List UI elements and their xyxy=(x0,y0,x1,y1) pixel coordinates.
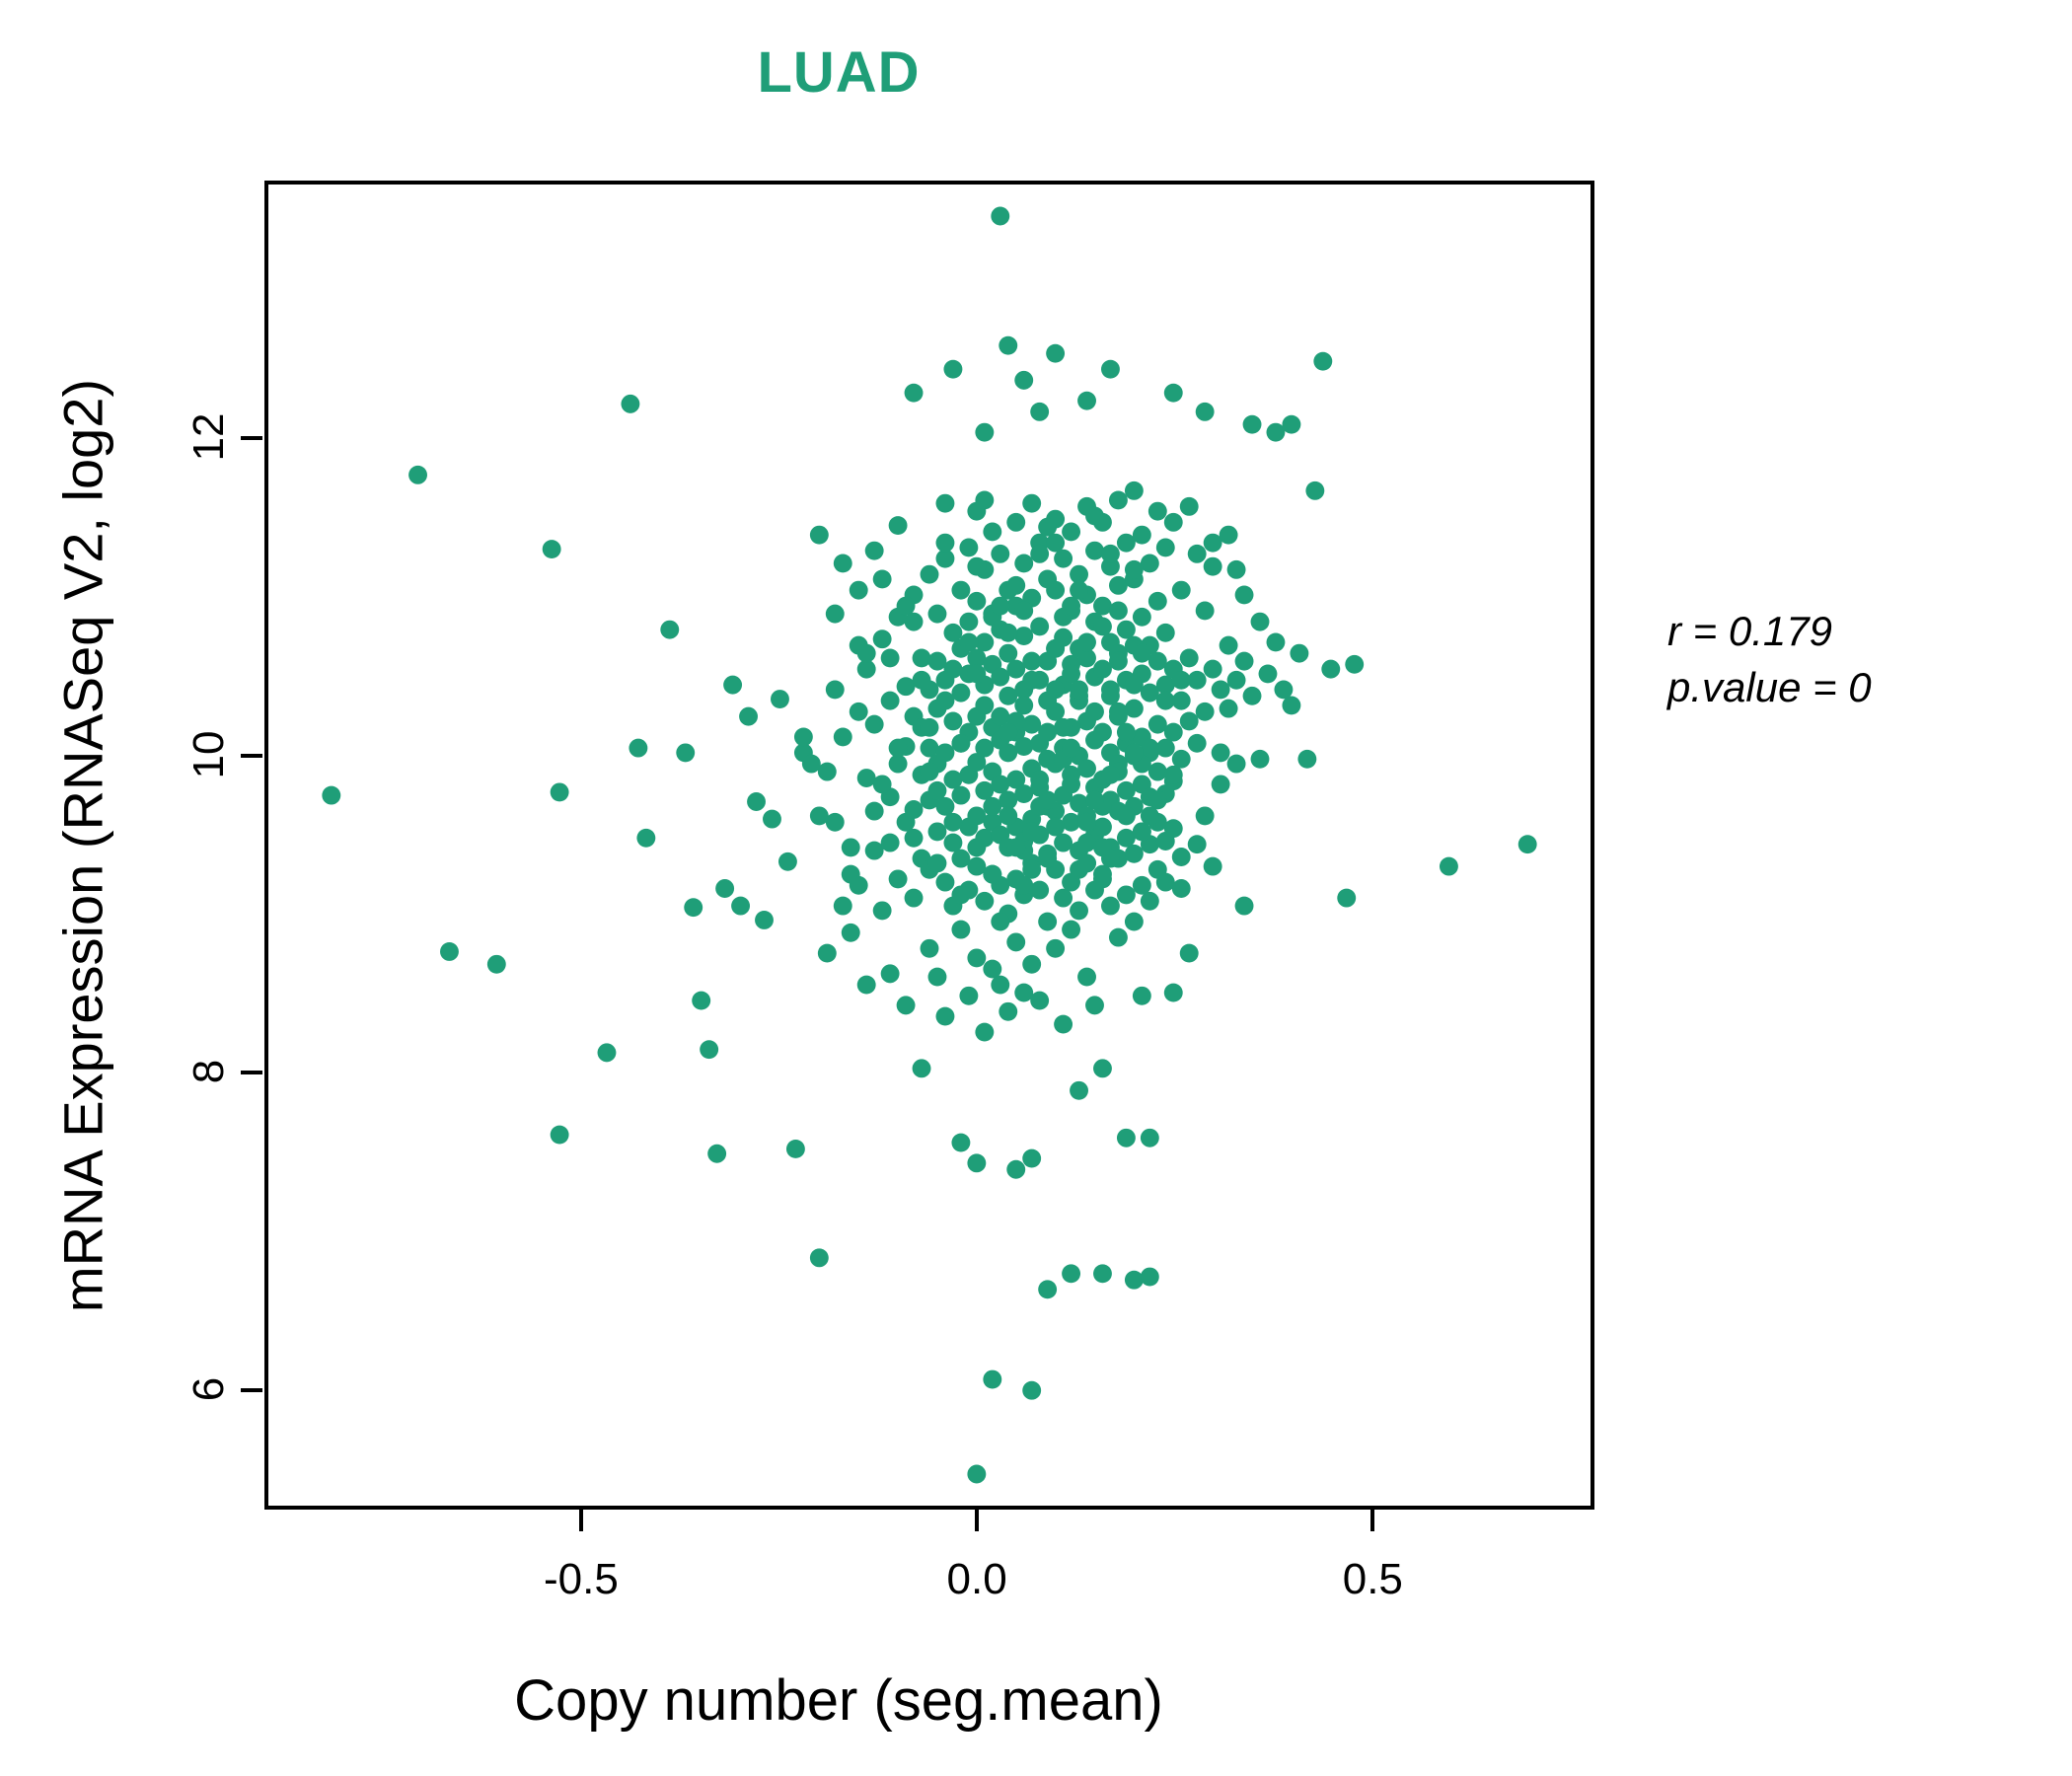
y-axis-label: mRNA Expression (RNASeq V2, log2) xyxy=(51,378,114,1312)
y-tick-mark xyxy=(241,435,262,440)
pvalue-text: p.value = 0 xyxy=(1667,663,1872,710)
plot-panel xyxy=(264,181,1594,1510)
x-tick-mark xyxy=(1370,1510,1375,1531)
statistics-annotation: r = 0.179 p.value = 0 xyxy=(1667,604,1872,715)
correlation-text: r = 0.179 xyxy=(1667,608,1832,654)
page-title: LUAD xyxy=(757,40,921,105)
x-tick-mark xyxy=(578,1510,583,1531)
y-tick-label: 10 xyxy=(185,730,233,779)
y-tick-label: 6 xyxy=(185,1377,233,1402)
y-tick-mark xyxy=(241,1071,262,1075)
x-tick-label: 0.5 xyxy=(1342,1555,1403,1603)
y-tick-label: 8 xyxy=(185,1060,233,1084)
y-tick-mark xyxy=(241,753,262,758)
x-tick-mark xyxy=(975,1510,980,1531)
x-tick-label: -0.5 xyxy=(544,1555,619,1603)
data-points-layer xyxy=(322,206,1537,1484)
x-axis-label: Copy number (seg.mean) xyxy=(514,1668,1163,1733)
y-tick-mark xyxy=(241,1388,262,1393)
x-tick-label: 0.0 xyxy=(946,1555,1007,1603)
y-tick-label: 12 xyxy=(185,412,233,462)
